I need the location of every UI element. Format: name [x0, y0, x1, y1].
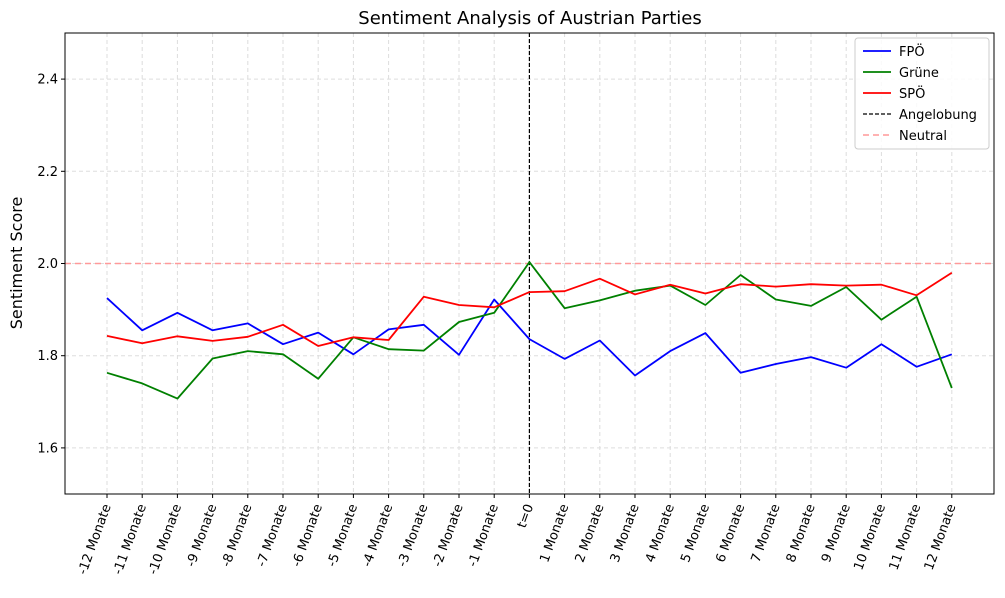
x-tick-label: 5 Monate	[678, 502, 713, 564]
y-tick-label: 2.4	[37, 73, 58, 88]
y-tick-label: 2.0	[37, 257, 58, 272]
legend-label-neutral: Neutral	[899, 129, 947, 144]
legend-label-spo: SPÖ	[899, 85, 925, 102]
x-tick-label: 2 Monate	[573, 502, 608, 564]
series-line-2	[106, 271, 953, 347]
x-tick-label: 4 Monate	[643, 502, 678, 564]
chart-title: Sentiment Analysis of Austrian Parties	[358, 8, 701, 29]
y-tick-label: 1.6	[37, 441, 58, 456]
x-tick-label: -9 Monate	[184, 502, 221, 569]
x-tick-label: -5 Monate	[325, 502, 362, 569]
x-tick-label: -6 Monate	[289, 502, 326, 569]
x-tick-label: 10 Monate	[851, 502, 889, 572]
series-line-0	[106, 297, 953, 377]
x-tick-label: -10 Monate	[146, 502, 185, 577]
x-tick-label: 1 Monate	[537, 502, 572, 564]
y-axis: 1.6 1.8 2.0 2.2 2.4	[37, 73, 65, 456]
x-tick-label: -3 Monate	[395, 502, 432, 569]
legend: FPÖ Grüne SPÖ Angelobung Neutral	[854, 37, 990, 150]
x-tick-label: 6 Monate	[713, 502, 748, 564]
legend-label-angelobung: Angelobung	[899, 108, 977, 123]
x-tick-label: -4 Monate	[360, 502, 397, 569]
legend-label-grune: Grüne	[899, 66, 939, 81]
x-tick-label: -7 Monate	[254, 502, 291, 569]
y-axis-label: Sentiment Score	[7, 197, 26, 330]
x-tick-label: -12 Monate	[75, 502, 114, 577]
series-line-1	[106, 261, 953, 400]
series-layer	[106, 261, 953, 400]
x-tick-label: -8 Monate	[219, 502, 256, 569]
x-tick-label: 12 Monate	[922, 502, 960, 572]
x-tick-label: -1 Monate	[465, 502, 502, 569]
x-tick-label: 9 Monate	[819, 502, 854, 564]
x-tick-label: t=0	[515, 502, 537, 530]
y-tick-label: 1.8	[37, 349, 58, 364]
y-tick-label: 2.2	[37, 165, 58, 180]
x-tick-label: 8 Monate	[784, 502, 819, 564]
x-axis: -12 Monate-11 Monate-10 Monate-9 Monate-…	[75, 494, 960, 577]
x-tick-label: 3 Monate	[608, 502, 643, 564]
x-tick-label: 7 Monate	[749, 502, 784, 564]
x-tick-label: 11 Monate	[887, 502, 925, 572]
x-tick-label: -2 Monate	[430, 502, 467, 569]
x-tick-label: -11 Monate	[111, 502, 150, 577]
legend-box	[854, 37, 990, 150]
legend-label-fpo: FPÖ	[899, 43, 925, 60]
